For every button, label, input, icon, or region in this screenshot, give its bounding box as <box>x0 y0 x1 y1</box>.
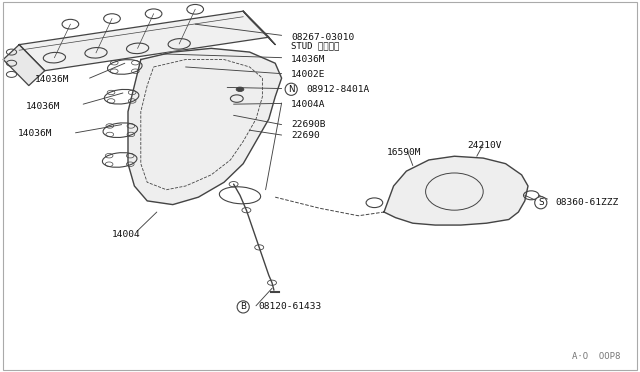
Text: 22690: 22690 <box>291 131 320 140</box>
Polygon shape <box>243 11 275 45</box>
Text: A·O  OOP8: A·O OOP8 <box>572 352 621 361</box>
Text: 14004A: 14004A <box>291 100 326 109</box>
Text: STUD スタッド: STUD スタッド <box>291 41 340 50</box>
Text: 14036M: 14036M <box>18 129 52 138</box>
Polygon shape <box>384 156 528 225</box>
Text: 08267-03010: 08267-03010 <box>291 33 355 42</box>
Polygon shape <box>3 45 45 86</box>
Text: 14036M: 14036M <box>26 102 60 110</box>
Text: B: B <box>240 302 246 311</box>
Polygon shape <box>128 48 282 205</box>
Text: N: N <box>288 85 294 94</box>
Text: 22690B: 22690B <box>291 120 326 129</box>
Text: 14004: 14004 <box>112 230 141 239</box>
Polygon shape <box>19 11 269 71</box>
Text: 08360-61ZZZ: 08360-61ZZZ <box>556 198 619 207</box>
Text: 14036M: 14036M <box>291 55 326 64</box>
Text: 08912-8401A: 08912-8401A <box>306 85 369 94</box>
Text: 14002E: 14002E <box>291 70 326 79</box>
Text: 16590M: 16590M <box>387 148 422 157</box>
Circle shape <box>236 87 244 92</box>
Text: 24210V: 24210V <box>467 141 502 150</box>
Text: 08120-61433: 08120-61433 <box>258 302 321 311</box>
Text: 14036M: 14036M <box>35 76 70 84</box>
Text: S: S <box>538 198 543 207</box>
